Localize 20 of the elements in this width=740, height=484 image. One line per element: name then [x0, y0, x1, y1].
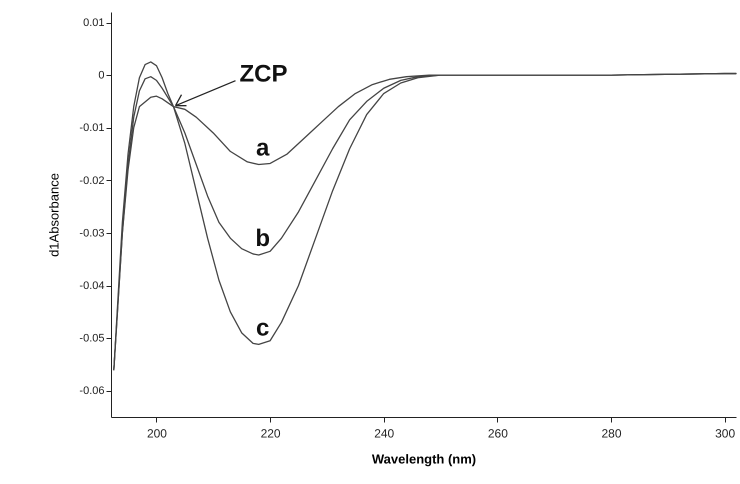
x-tick-label: 280 [601, 426, 622, 440]
y-axis-title: d1Absorbance [46, 173, 62, 257]
y-tick-label: -0.01 [79, 122, 104, 134]
x-tick-label: 240 [374, 426, 395, 440]
annotation: ZCP [240, 60, 288, 88]
x-tick-label: 300 [715, 426, 736, 440]
y-tick-label: -0.02 [79, 174, 104, 187]
series-label: a [256, 134, 270, 162]
y-tick-label: -0.03 [79, 227, 104, 240]
y-tick-label: -0.05 [79, 332, 104, 345]
series-label: c [256, 314, 270, 342]
y-tick-label: 0 [98, 70, 104, 82]
x-tick-label: 260 [488, 426, 508, 440]
x-tick-label: 220 [260, 426, 281, 440]
y-tick-label: -0.06 [79, 385, 104, 398]
x-axis-title: Wavelength (nm) [372, 452, 476, 466]
x-tick-label: 200 [146, 426, 168, 440]
y-tick-label: -0.04 [79, 280, 104, 292]
series-label: b [255, 225, 270, 252]
y-tick-label: 0.01 [83, 17, 104, 30]
